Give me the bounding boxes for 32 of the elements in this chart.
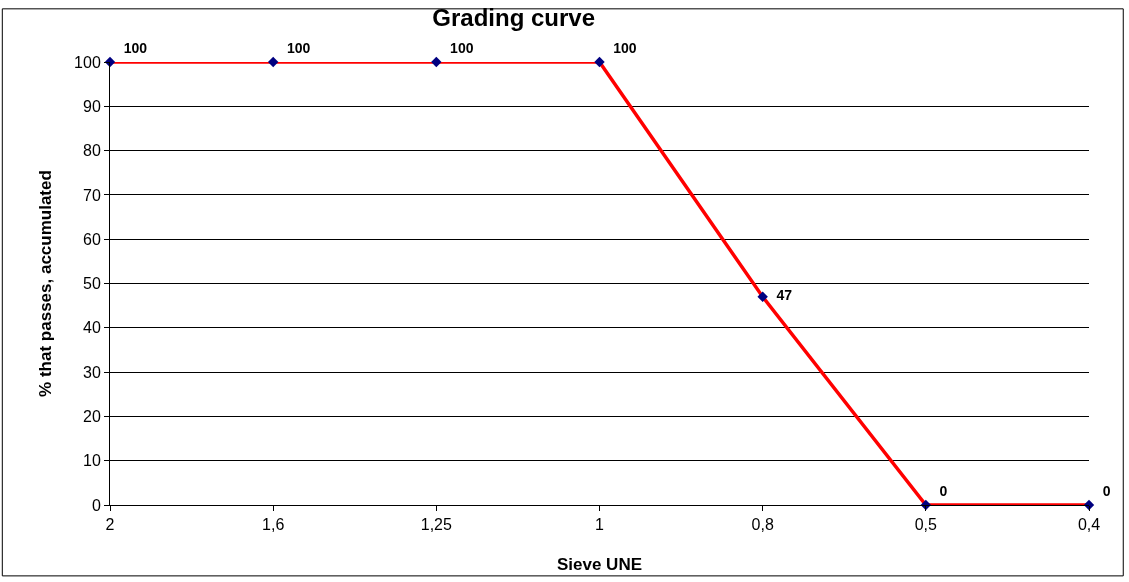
data-label: 100	[605, 39, 637, 56]
y-axis-title: % that passes, accumulated	[35, 170, 55, 397]
x-tick-label: 2	[105, 516, 115, 534]
x-tick-label: 0,5	[914, 516, 938, 534]
data-label: 100	[116, 39, 148, 56]
x-tick-label: 0,8	[751, 516, 774, 534]
point	[431, 56, 442, 68]
y-tick-label: 40	[83, 319, 101, 337]
data-label: 100	[442, 39, 474, 56]
point	[594, 56, 605, 68]
data-label: 47	[768, 287, 793, 304]
x-tick-label: 1	[595, 516, 605, 534]
x-axis-title: Sieve UNE	[556, 554, 643, 574]
y-tick-label: 70	[83, 186, 101, 204]
chart-title: Grading curve	[432, 3, 596, 31]
y-tick-label: 90	[83, 97, 101, 115]
x-tick-label: 0,4	[1077, 516, 1101, 534]
y-tick-label: 80	[83, 142, 101, 160]
y-tick-label: 60	[83, 230, 101, 248]
y-tick-label: 30	[83, 363, 101, 381]
y-tick-label: 100	[74, 53, 101, 71]
point	[757, 291, 768, 302]
data-label: 0	[1095, 482, 1111, 499]
data-label: 0	[931, 482, 948, 499]
point	[267, 56, 279, 68]
y-tick-label: 0	[91, 496, 101, 514]
data-label: 100	[279, 39, 311, 56]
y-tick-label: 50	[83, 275, 101, 293]
x-tick-label: 1,6	[262, 516, 285, 534]
y-tick-label: 20	[83, 408, 101, 425]
x-tick-label: 1,25	[420, 516, 452, 534]
y-tick-label: 10	[83, 452, 101, 470]
